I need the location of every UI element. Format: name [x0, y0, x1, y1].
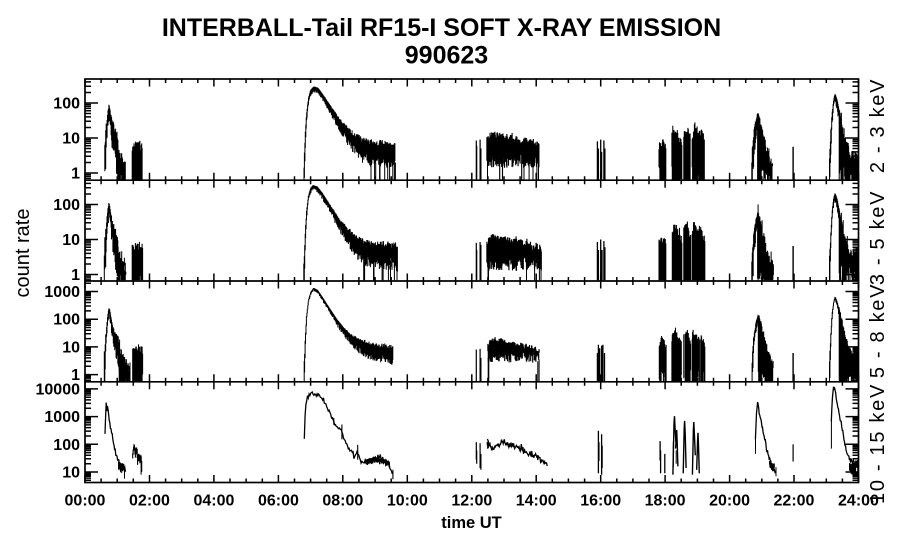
svg-text:14:00: 14:00 [516, 493, 557, 510]
svg-text:10000: 10000 [36, 381, 81, 398]
svg-text:06:00: 06:00 [258, 493, 299, 510]
svg-text:INTERBALL-Tail RF15-I SOFT X-R: INTERBALL-Tail RF15-I SOFT X-RAY EMISSIO… [162, 14, 721, 42]
svg-text:08:00: 08:00 [322, 493, 363, 510]
svg-text:time UT: time UT [441, 514, 502, 532]
svg-text:22:00: 22:00 [774, 493, 815, 510]
svg-text:1000: 1000 [44, 284, 80, 301]
svg-text:04:00: 04:00 [193, 493, 234, 510]
svg-text:10: 10 [62, 465, 80, 482]
svg-text:10 - 15 keV: 10 - 15 keV [867, 383, 889, 504]
svg-text:count rate: count rate [12, 209, 34, 298]
svg-text:10: 10 [62, 232, 80, 249]
svg-text:10:00: 10:00 [387, 493, 428, 510]
svg-text:10: 10 [62, 339, 80, 356]
svg-text:3 - 5 keV: 3 - 5 keV [867, 190, 889, 285]
svg-text:5 - 8 keV: 5 - 8 keV [867, 283, 889, 378]
svg-text:18:00: 18:00 [645, 493, 686, 510]
svg-text:100: 100 [53, 437, 80, 454]
svg-text:10: 10 [62, 131, 80, 148]
svg-text:1000: 1000 [44, 409, 80, 426]
svg-text:2 - 3 keV: 2 - 3 keV [867, 78, 889, 173]
svg-text:1: 1 [71, 267, 80, 284]
svg-text:00:00: 00:00 [65, 493, 106, 510]
svg-text:12:00: 12:00 [451, 493, 492, 510]
svg-text:990623: 990623 [405, 42, 488, 70]
svg-text:16:00: 16:00 [580, 493, 621, 510]
svg-text:1: 1 [71, 166, 80, 183]
svg-text:100: 100 [53, 96, 80, 113]
svg-text:100: 100 [53, 312, 80, 329]
svg-text:20:00: 20:00 [709, 493, 750, 510]
svg-text:1: 1 [71, 367, 80, 384]
svg-text:02:00: 02:00 [129, 493, 170, 510]
svg-text:24:00: 24:00 [838, 493, 879, 510]
svg-text:100: 100 [53, 197, 80, 214]
